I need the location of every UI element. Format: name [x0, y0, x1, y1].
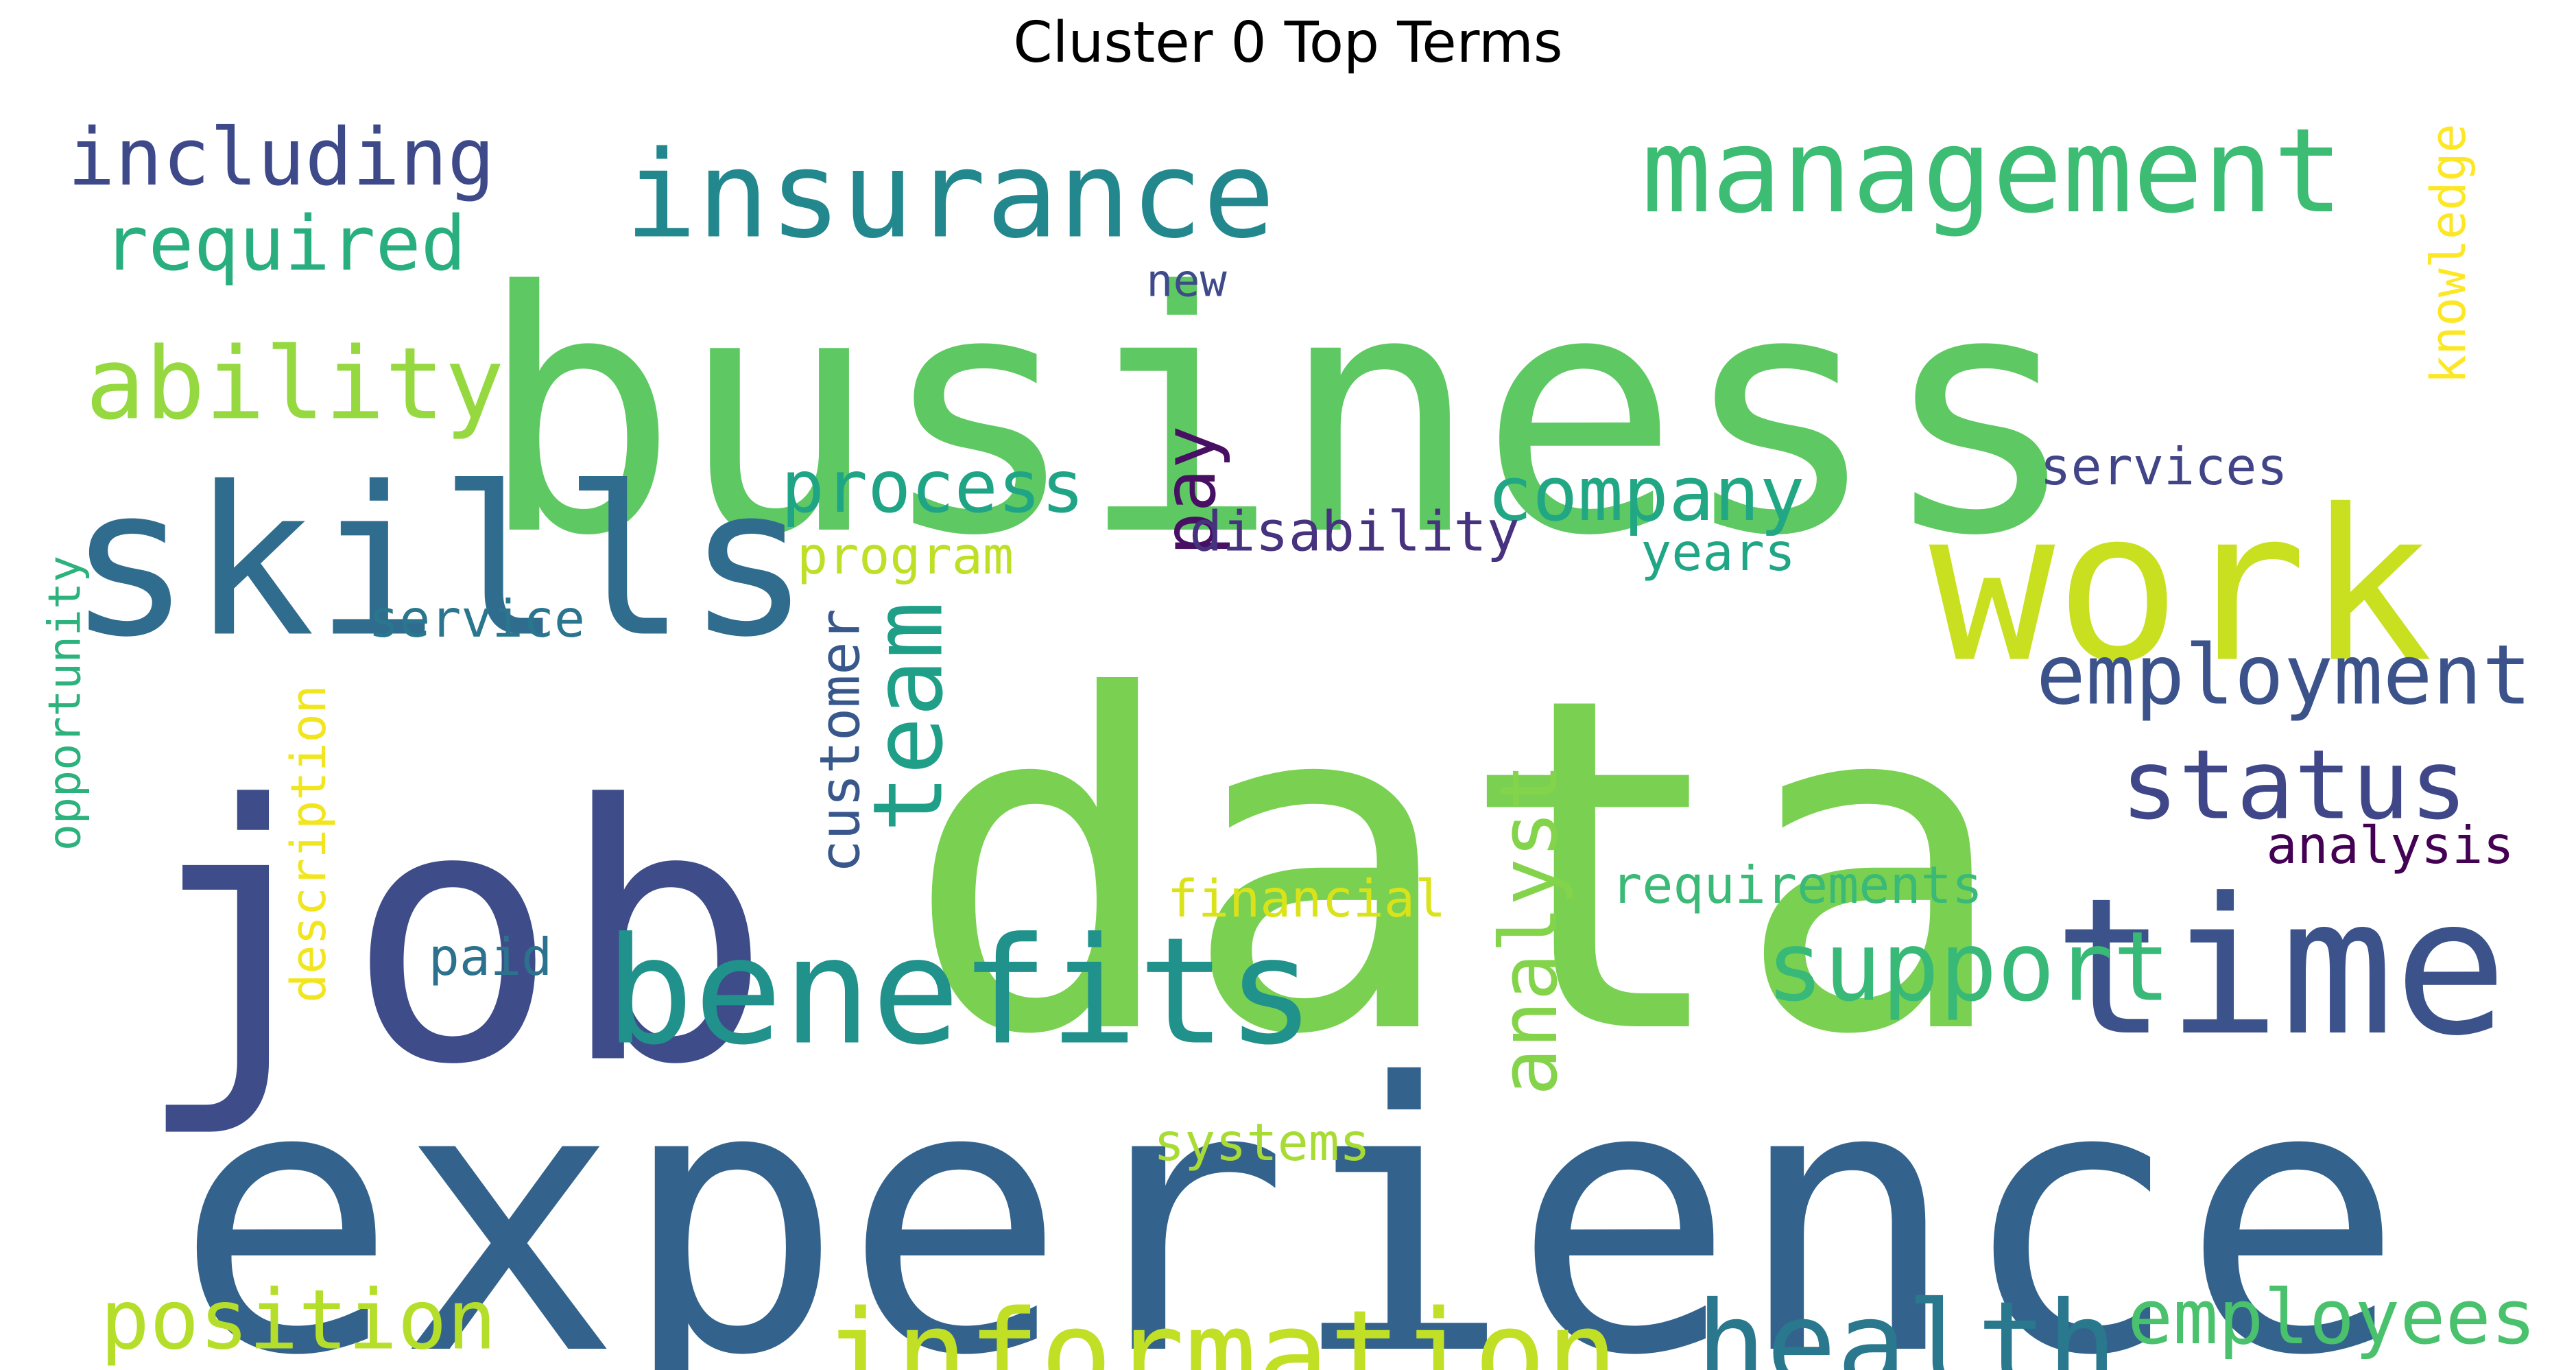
word-employees: employees: [2127, 1273, 2536, 1361]
word-services: services: [2040, 436, 2287, 497]
word-knowledge: knowledge: [2420, 123, 2477, 383]
word-information: information: [824, 1286, 1619, 1370]
word-company: company: [1487, 450, 1805, 538]
word-business: business: [478, 222, 2080, 609]
word-analysis: analysis: [2266, 815, 2514, 875]
word-systems: systems: [1154, 1112, 1370, 1172]
word-new: new: [1146, 256, 1227, 307]
word-support: support: [1766, 912, 2171, 1024]
word-process: process: [781, 445, 1085, 529]
word-data: data: [904, 600, 2011, 1135]
word-pay: pay: [1148, 425, 1232, 556]
word-required: required: [103, 200, 466, 287]
word-paid: paid: [429, 927, 553, 987]
word-status: status: [2121, 730, 2468, 842]
word-including: including: [67, 112, 494, 204]
word-analyst: analyst: [1483, 764, 1575, 1096]
word-work: work: [1929, 465, 2433, 709]
word-team: team: [853, 601, 965, 832]
word-years: years: [1641, 522, 1796, 582]
word-experience: experience: [174, 1006, 2404, 1370]
word-time: time: [2053, 858, 2507, 1077]
word-disability: disability: [1189, 500, 1520, 564]
word-health: health: [1696, 1277, 2117, 1370]
word-ability: ability: [85, 327, 504, 442]
word-financial: financial: [1167, 869, 1446, 929]
word-opportunity: opportunity: [40, 556, 91, 851]
word-service: service: [368, 589, 585, 649]
word-position: position: [100, 1273, 497, 1369]
chart-title: Cluster 0 Top Terms: [1013, 10, 1563, 75]
word-skills: skills: [67, 443, 811, 683]
word-insurance: insurance: [625, 126, 1275, 265]
word-job: job: [134, 731, 772, 1142]
word-program: program: [797, 525, 1014, 586]
word-management: management: [1641, 104, 2344, 239]
word-customer: customer: [809, 609, 872, 873]
word-requirements: requirements: [1611, 855, 1983, 915]
word-description: description: [281, 685, 337, 1003]
word-benefits: benefits: [605, 906, 1315, 1078]
word-employment: employment: [2036, 628, 2531, 724]
